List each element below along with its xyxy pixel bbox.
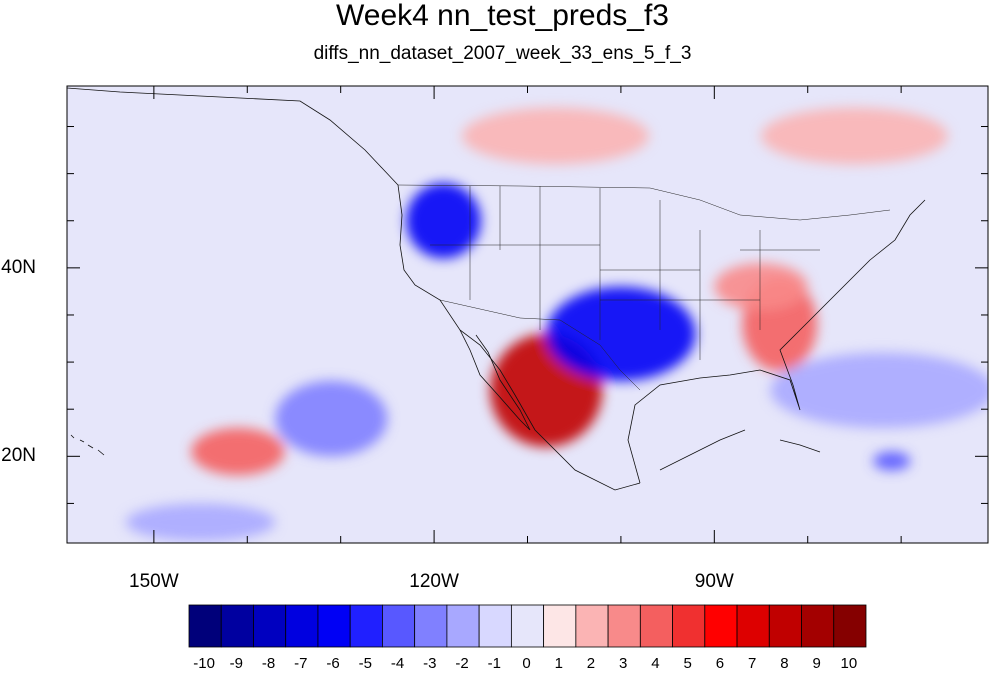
colorbar-swatch: [768, 604, 802, 648]
anomaly-pacific-nw-cold: [406, 183, 481, 259]
anomaly-east-pacific-warm: [191, 428, 285, 476]
colorbar-swatch: [801, 604, 835, 648]
colorbar-swatch: [414, 604, 448, 648]
map-subtitle: diffs_nn_dataset_2007_week_33_ens_5_f_3: [313, 43, 692, 64]
coastline: [67, 87, 926, 491]
colorbar-label: -5: [358, 655, 372, 672]
colorbar-swatch: [672, 604, 706, 648]
anomaly-canada-warm-east: [761, 107, 948, 165]
anomaly-subtropical-pacific-cold: [125, 503, 276, 542]
lon-tick-label: 90W: [694, 571, 734, 592]
colorbar-swatch: [543, 604, 577, 648]
colorbar-swatch: [575, 604, 609, 648]
colorbar-swatch: [607, 604, 641, 648]
anomaly-ohio-valley-warm: [714, 263, 808, 311]
colorbar-swatch: [478, 604, 512, 648]
colorbar-label: 8: [780, 655, 789, 672]
colorbar-label: -1: [487, 655, 501, 672]
colorbar-label: -6: [326, 655, 340, 672]
colorbar-label: -2: [455, 655, 469, 672]
colorbar-label: -9: [229, 655, 244, 672]
colorbar-label: -4: [390, 655, 405, 672]
colorbar-label: 10: [840, 655, 858, 672]
colorbar-swatch: [382, 604, 416, 648]
colorbar-swatch: [446, 604, 480, 648]
colorbar-label: -7: [294, 655, 308, 672]
colorbar-swatch: [285, 604, 319, 648]
colorbar: [188, 604, 867, 648]
anomaly-field: [67, 86, 988, 543]
lat-tick-label: 20N: [1, 445, 36, 467]
colorbar-swatch: [510, 604, 545, 648]
colorbar-label: 0: [522, 655, 531, 672]
colorbar-swatch: [639, 604, 673, 648]
anomaly-east-pacific-cold: [275, 380, 388, 457]
colorbar-swatch: [833, 604, 867, 648]
lon-tick-label: 150W: [129, 571, 179, 592]
colorbar-swatch: [253, 604, 287, 648]
colorbar-label: 9: [812, 655, 821, 672]
colorbar-label: 1: [554, 655, 563, 672]
anomaly-canada-warm-west: [462, 107, 649, 165]
anomaly-south-central-cold: [546, 286, 696, 381]
colorbar-label: 6: [715, 655, 725, 672]
colorbar-label: -8: [261, 655, 276, 672]
colorbar-label: 7: [747, 655, 757, 672]
colorbar-swatch: [188, 604, 222, 648]
map-title: Week4 nn_test_preds_f3: [335, 0, 669, 32]
anomaly-caribbean-cold: [873, 451, 911, 471]
colorbar-label: 5: [683, 655, 692, 672]
colorbar-swatch: [736, 604, 770, 648]
colorbar-swatch: [220, 604, 254, 648]
colorbar-label: -10: [193, 655, 215, 672]
colorbar-label: 2: [586, 655, 596, 672]
colorbar-swatch: [349, 604, 383, 648]
anomaly-atlantic-cold: [770, 352, 988, 429]
colorbar-swatch: [317, 604, 351, 648]
colorbar-label: -3: [423, 655, 437, 672]
political-borders: [397, 184, 891, 391]
lat-tick-label: 40N: [1, 256, 36, 278]
lon-tick-label: 120W: [409, 571, 459, 592]
colorbar-swatch: [704, 604, 738, 648]
colorbar-label: 4: [651, 655, 660, 672]
colorbar-label: 3: [619, 655, 628, 672]
